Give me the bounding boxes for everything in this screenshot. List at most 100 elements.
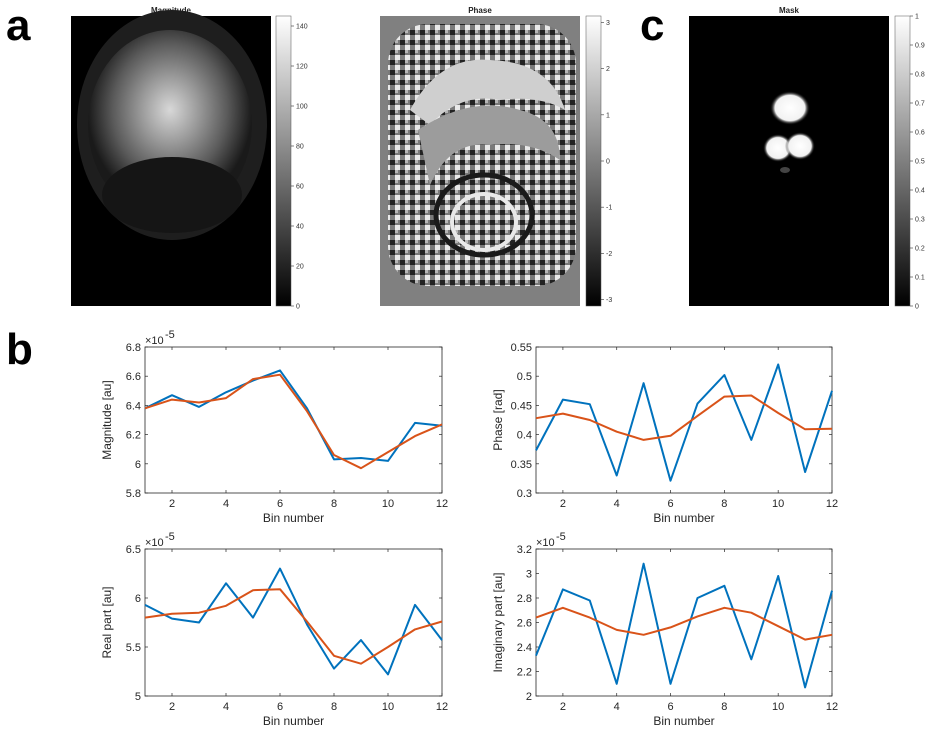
phase-inner-ring [433, 172, 535, 258]
colorbar-tick-label: 0.7 [915, 101, 925, 108]
phase-inner-ring-2 [450, 192, 518, 252]
y-axis-exponent-power: -5 [165, 329, 175, 341]
x-tick-label: 8 [331, 701, 337, 713]
phase-wrap-band-middle [418, 105, 560, 185]
phase-image-title: Phase [468, 6, 492, 15]
colorbar-tick-label: -2 [606, 251, 612, 258]
panel-letter-a: a [6, 1, 31, 50]
y-tick-label: 0.5 [517, 371, 532, 383]
panel-letter-b: b [6, 325, 33, 374]
colorbar-tick-label: 1 [915, 14, 919, 21]
colorbar-tick-label: 0.3 [915, 217, 925, 224]
y-tick-label: 2.6 [517, 618, 532, 630]
magnitude-dark-region [102, 157, 242, 233]
x-axis-label: Bin number [653, 511, 714, 525]
colorbar-tick-label: -1 [606, 205, 612, 212]
y-tick-label: 6.2 [126, 430, 141, 442]
x-tick-label: 12 [826, 701, 838, 713]
x-tick-label: 12 [826, 498, 838, 510]
y-tick-label: 3.2 [517, 544, 532, 556]
colorbar-tick-label: 0.2 [915, 246, 925, 253]
x-tick-label: 6 [667, 498, 673, 510]
colorbar-tick-label: 0.8 [915, 72, 925, 79]
y-axis-exponent-power: -5 [165, 531, 175, 543]
x-tick-label: 4 [614, 701, 620, 713]
x-tick-label: 10 [382, 701, 394, 713]
phase-image-panel: Phase -3 -2 -1 0 1 2 3 [380, 6, 612, 307]
x-tick-label: 6 [667, 701, 673, 713]
mask-image-title: Mask [779, 6, 800, 15]
x-axis-label: Bin number [653, 714, 714, 728]
series-line-orange [144, 373, 443, 470]
x-axis-label: Bin number [263, 714, 324, 728]
x-tick-label: 6 [277, 701, 283, 713]
y-axis-label: Imaginary part [au] [491, 572, 505, 672]
colorbar-tick-label: 0.6 [915, 130, 925, 137]
y-tick-label: 6.6 [126, 371, 141, 383]
mask-blob-small [780, 167, 790, 173]
series-line-blue [144, 369, 443, 462]
x-tick-label: 4 [223, 498, 229, 510]
y-axis-label: Phase [rad] [491, 389, 505, 450]
y-axis-exponent-power: -5 [556, 531, 566, 543]
colorbar-tick-label: 120 [296, 64, 308, 71]
series-line-blue [535, 562, 833, 689]
y-tick-label: 6.8 [126, 342, 141, 354]
phase-colorbar [585, 15, 602, 307]
y-tick-label: 0.45 [511, 400, 532, 412]
x-tick-label: 6 [277, 498, 283, 510]
series-line-orange [144, 588, 443, 665]
colorbar-tick-label: 60 [296, 184, 304, 191]
y-axis-exponent: ×10 [145, 335, 164, 347]
magnitude-line-chart: 2 4 6 8 10 12 5.8 6 6.2 6.4 6.6 6.8 Bin number Magnit… [100, 329, 448, 525]
x-tick-label: 2 [169, 498, 175, 510]
plot-area [144, 548, 443, 697]
mask-blob-upper [770, 91, 810, 125]
colorbar-tick-label: 100 [296, 104, 308, 111]
panel-letter-c: c [640, 1, 664, 50]
x-tick-label: 10 [772, 701, 784, 713]
colorbar-tick-label: 0 [606, 159, 610, 166]
y-tick-label: 3 [526, 569, 532, 581]
x-tick-label: 4 [223, 701, 229, 713]
magnitude-colorbar-ticks: 0 20 40 60 80 100 120 140 [291, 24, 308, 311]
y-axis-label: Magnitude [au] [100, 380, 114, 459]
x-tick-label: 2 [169, 701, 175, 713]
plot-area [535, 346, 833, 494]
y-tick-label: 0.4 [517, 430, 532, 442]
x-tick-label: 10 [772, 498, 784, 510]
y-tick-label: 5.5 [126, 642, 141, 654]
colorbar-tick-label: 0 [915, 304, 919, 311]
phase-colorbar-ticks: -3 -2 -1 0 1 2 3 [601, 20, 612, 304]
series-line-blue [144, 567, 443, 676]
x-axis-label: Bin number [263, 511, 324, 525]
real-part-line-chart: 2 4 6 8 10 12 5 5.5 6 6.5 Bin number Real part [au]… [100, 531, 448, 728]
mask-image-panel: Mask 0 0.1 0.2 0.3 0.4 0.5 0.6 0.7 0.8 0.9 1 [689, 6, 925, 311]
y-tick-label: 5.8 [126, 488, 141, 500]
y-axis-exponent: ×10 [145, 537, 164, 549]
mask-blob-lower-right [785, 132, 815, 160]
mask-image [689, 16, 889, 306]
x-tick-label: 4 [614, 498, 620, 510]
x-tick-label: 12 [436, 498, 448, 510]
y-tick-label: 0.3 [517, 488, 532, 500]
x-tick-label: 8 [721, 498, 727, 510]
x-tick-label: 12 [436, 701, 448, 713]
colorbar-tick-label: 0 [296, 304, 300, 311]
colorbar-tick-label: 20 [296, 264, 304, 271]
y-axis-exponent: ×10 [536, 537, 555, 549]
x-tick-label: 2 [560, 498, 566, 510]
colorbar-tick-label: 0.5 [915, 159, 925, 166]
y-tick-label: 6 [135, 459, 141, 471]
phase-wrap-band-upper [410, 59, 565, 126]
y-tick-label: 6.4 [126, 400, 141, 412]
colorbar-tick-label: 2 [606, 66, 610, 73]
series-line-orange [535, 606, 833, 641]
y-tick-label: 5 [135, 691, 141, 703]
y-axis-label: Real part [au] [100, 586, 114, 658]
y-tick-label: 6.5 [126, 544, 141, 556]
colorbar-tick-label: 0.9 [915, 43, 925, 50]
y-tick-label: 2.4 [517, 642, 532, 654]
